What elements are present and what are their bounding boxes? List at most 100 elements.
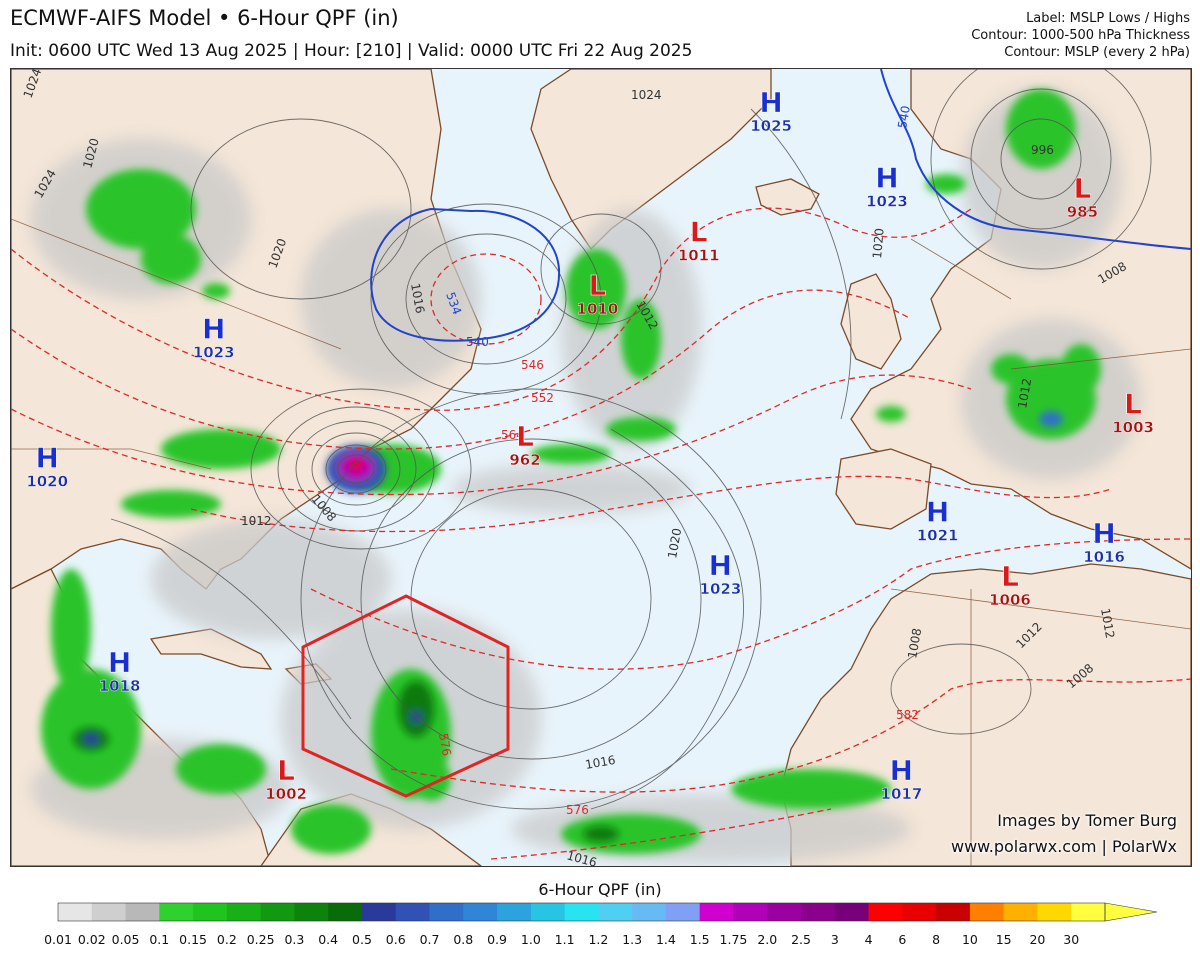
credit-website: www.polarwx.com | PolarWx [950, 837, 1177, 856]
isobar-label: 1016 [584, 753, 617, 772]
colorbar-swatch [598, 903, 633, 921]
political-borders [11, 218, 1191, 866]
low-pressure-symbol: L [516, 420, 534, 453]
qpf-colorbar: 0.01 0.02 0.05 0.1 0.15 0.2 0.25 0.3 0.4 0.5 0.6 0.… [44, 902, 1158, 947]
colorbar-extend-arrow [1104, 902, 1158, 922]
pressure-value-label: 1016 [1083, 548, 1125, 566]
high-pressure-symbol: H [1092, 517, 1115, 550]
pressure-value-label: 1017 [881, 785, 923, 803]
colorbar-tick-label: 2.0 [757, 932, 777, 947]
colorbar-swatch [699, 903, 735, 921]
isobar-label: 1020 [665, 527, 684, 560]
colorbar-tick-label: 1.4 [656, 932, 676, 947]
colorbar-swatch [834, 903, 870, 921]
colorbar-swatch [767, 903, 802, 921]
weather-map: 1024 1020 1024 1020 1024 1012 1020 996 1… [10, 68, 1192, 867]
colorbar-tick-label: 0.05 [112, 932, 140, 947]
colorbar-tick-label: 0.4 [318, 932, 338, 947]
colorbar-swatch [1037, 903, 1072, 921]
colorbar-swatch [159, 903, 194, 921]
colorbar-title: 6-Hour QPF (in) [538, 880, 662, 899]
legend-line-thickness: Contour: 1000-500 hPa Thickness [971, 28, 1190, 43]
colorbar-swatch [395, 903, 431, 921]
colorbar-tick-label: 20 [1029, 932, 1045, 947]
colorbar-swatch [294, 903, 329, 921]
colorbar-swatch [361, 903, 397, 921]
isobar-label: 1020 [870, 228, 887, 260]
colorbar-swatch [497, 903, 532, 921]
iberia-land [835, 448, 932, 530]
thickness-label: 576 [436, 732, 454, 757]
colorbar-tick-label: 0.3 [284, 932, 304, 947]
colorbar-swatch [193, 903, 228, 921]
colorbar-swatch [868, 903, 903, 921]
colorbar-tick-label: 1.3 [622, 932, 642, 947]
colorbar-tick-label: 1.1 [555, 932, 575, 947]
colorbar-tick-label: 30 [1063, 932, 1079, 947]
colorbar-tick-label: 0.25 [247, 932, 275, 947]
pressure-value-label: 1018 [99, 677, 141, 695]
pressure-value-label: 1025 [750, 117, 792, 135]
high-pressure-symbol: H [890, 754, 913, 787]
colorbar-tick-label: 0.1 [149, 932, 169, 947]
colorbar-tick-label: 4 [865, 932, 873, 947]
high-pressure-symbol: H [709, 549, 732, 582]
colorbar-swatch [429, 903, 464, 921]
pressure-value-label: 962 [509, 451, 540, 469]
pressure-value-label: 1011 [678, 246, 720, 264]
colorbar-tick-label: 1.5 [690, 932, 710, 947]
pressure-value-label: 1023 [193, 343, 235, 361]
colorbar-tick-label: 0.5 [352, 932, 372, 947]
isobar-label: 1024 [631, 88, 662, 102]
colorbar-swatch [665, 903, 701, 921]
pressure-value-label: 1023 [700, 580, 742, 598]
isobar-label: 1012 [241, 514, 272, 528]
colorbar-swatch [58, 903, 93, 921]
pressure-value-label: 1021 [917, 526, 959, 544]
high-pressure-symbol: H [35, 442, 58, 475]
mslp-isobars [110, 69, 1152, 810]
pressure-value-label: 1003 [1112, 419, 1154, 437]
thickness-label: 576 [566, 803, 589, 817]
colorbar-swatch [328, 903, 363, 921]
colorbar-swatch [1003, 903, 1039, 921]
isobar-label: 1016 [408, 282, 427, 315]
high-pressure-symbol: H [759, 86, 782, 119]
cuba-land [149, 628, 273, 670]
colorbar-frame [57, 902, 1106, 922]
colorbar-tick-label: 6 [898, 932, 906, 947]
colorbar-tick-label: 3 [831, 932, 839, 947]
low-pressure-symbol: L [588, 269, 606, 302]
thickness-label: 582 [896, 708, 919, 722]
run-info: Init: 0600 UTC Wed 13 Aug 2025 | Hour: [… [10, 41, 693, 61]
colorbar-swatch [801, 903, 836, 921]
high-pressure-symbol: H [108, 646, 131, 679]
colorbar-swatch [125, 903, 160, 921]
colorbar-swatch [632, 903, 667, 921]
pressure-value-label: 1006 [989, 591, 1031, 609]
isobar-label: 1012 [1015, 377, 1034, 410]
legend-line-labels: Label: MSLP Lows / Highs [1026, 11, 1190, 26]
thickness-540-label: 540 [895, 105, 913, 130]
thickness-label: 564 [501, 428, 524, 442]
colorbar-tick-label: 1.75 [720, 932, 748, 947]
colorbar-tick-label: 0.6 [386, 932, 406, 947]
colorbar-tick-label: 15 [996, 932, 1012, 947]
colorbar-swatch [1071, 903, 1106, 921]
colorbar-tick-label: 2.5 [791, 932, 811, 947]
chart-title: ECMWF-AIFS Model • 6-Hour QPF (in) [10, 6, 399, 30]
low-pressure-symbol: L [690, 215, 708, 248]
legend-line-mslp: Contour: MSLP (every 2 hPa) [1004, 45, 1190, 60]
british-isles-land [840, 273, 902, 370]
iceland-land [755, 178, 820, 216]
low-pressure-symbol: L [1124, 388, 1142, 421]
low-pressure-symbol: L [1001, 560, 1019, 593]
thickness-contours [11, 207, 1191, 860]
colorbar-swatch [733, 903, 768, 921]
isobar-label: 1012 [1098, 607, 1117, 640]
thickness-label: 552 [531, 391, 554, 405]
high-pressure-symbol: H [926, 495, 949, 528]
thickness-540-label: 540 [466, 335, 489, 349]
colorbar-swatch [530, 903, 566, 921]
low-pressure-symbol: L [277, 754, 295, 787]
